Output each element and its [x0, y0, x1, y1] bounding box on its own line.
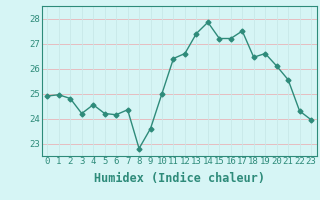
X-axis label: Humidex (Indice chaleur): Humidex (Indice chaleur) — [94, 172, 265, 185]
